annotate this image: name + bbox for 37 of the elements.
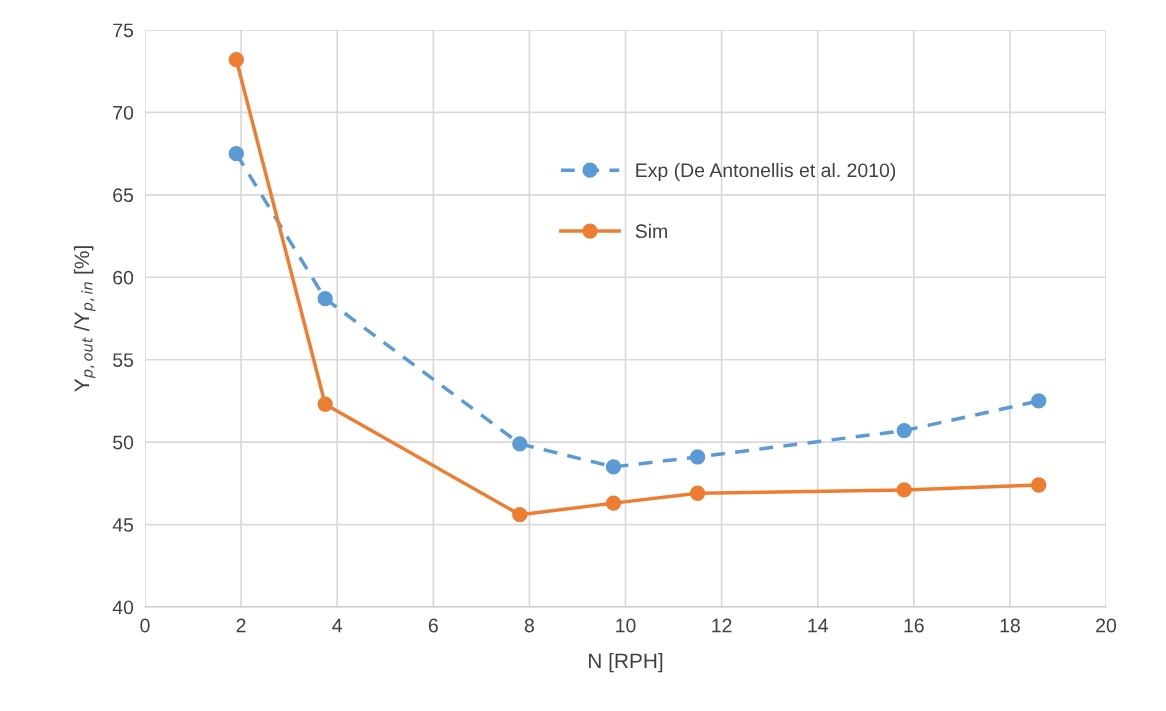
- point: [1031, 477, 1047, 493]
- x-tick-label: 6: [428, 618, 438, 633]
- x-axis-title: N [RPH]: [589, 652, 663, 673]
- x-tick-label: 2: [236, 618, 246, 633]
- point: [896, 482, 912, 498]
- x-tick-label: 20: [1096, 618, 1117, 633]
- y-tick-label: 75: [113, 23, 134, 38]
- point: [228, 52, 244, 68]
- legend-label: Sim: [635, 223, 667, 239]
- point: [317, 291, 333, 307]
- point: [605, 495, 622, 511]
- point: [317, 396, 333, 412]
- point: [689, 485, 706, 501]
- x-tick-label: 8: [524, 618, 534, 633]
- point: [228, 146, 244, 162]
- legend-label: Exp (De Antonellis et al. 2010): [636, 162, 896, 182]
- y-tick-label: 55: [113, 353, 134, 367]
- x-tick-label: 10: [616, 618, 636, 633]
- x-tick-label: 14: [808, 618, 828, 633]
- y-tick-label: 70: [113, 105, 134, 120]
- x-tick-label: 12: [712, 618, 732, 633]
- point: [512, 507, 528, 523]
- point: [512, 436, 528, 452]
- x-tick-label: 16: [904, 618, 924, 633]
- y-tick-label: 40: [112, 600, 134, 615]
- x-tick-label: 4: [332, 618, 343, 633]
- y-axis-title: Y$_{p,out}$ /Y$_{p,in}$ [%]: [73, 246, 96, 392]
- y-tick-label: 50: [113, 435, 134, 450]
- point: [605, 459, 622, 475]
- x-tick-label: 18: [1000, 618, 1020, 633]
- y-tick-label: 65: [113, 188, 134, 203]
- point: [1031, 393, 1047, 409]
- y-tick-label: 45: [112, 518, 134, 532]
- x-tick-label: 0: [140, 618, 150, 633]
- point: [689, 449, 706, 465]
- y-tick-label: 60: [113, 270, 134, 285]
- point: [896, 422, 912, 439]
